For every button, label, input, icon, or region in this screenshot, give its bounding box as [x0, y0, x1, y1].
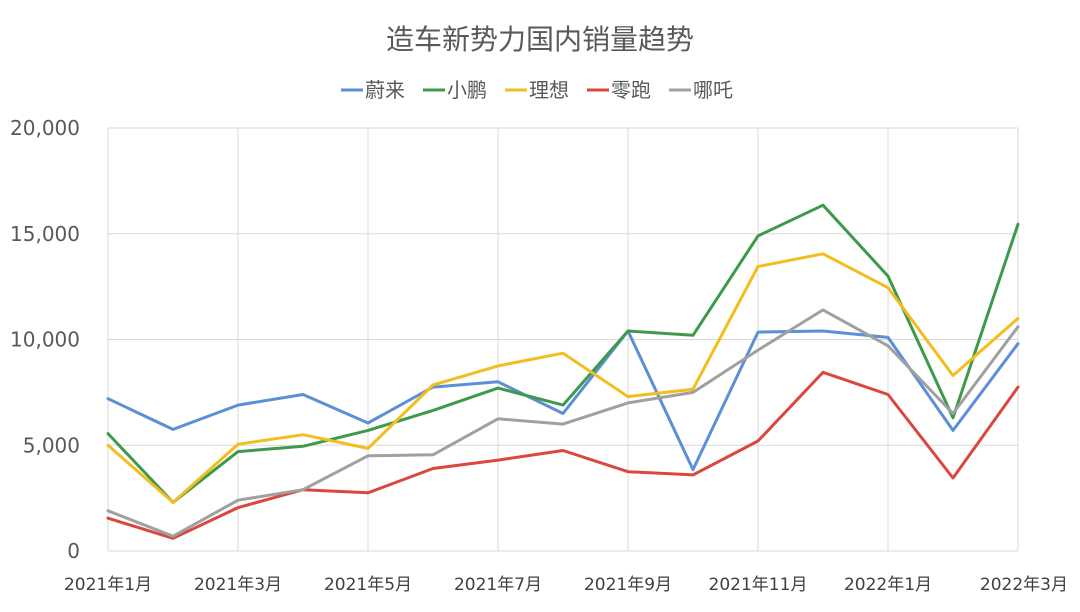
- y-tick-label: 10,000: [10, 328, 80, 352]
- x-tick-label: 2022年1月: [844, 575, 932, 595]
- legend-label: 小鹏: [447, 78, 487, 102]
- chart-title: 造车新势力国内销量趋势: [386, 23, 694, 56]
- x-tick-label: 2021年11月: [709, 575, 808, 595]
- x-axis: 2021年1月 2021年3月 2021年5月 2021年7月 2021年9月 2021年…: [64, 575, 1068, 595]
- legend-label: 理想: [529, 78, 569, 102]
- y-tick-label: 15,000: [10, 222, 80, 246]
- y-tick-label: 0: [67, 539, 80, 563]
- x-tick-label: 2021年9月: [584, 575, 672, 595]
- x-tick-label: 2021年7月: [454, 575, 542, 595]
- gridlines: [107, 127, 1019, 552]
- series-line-2: [106, 252, 1020, 504]
- legend: 蔚来 小鹏 理想 零跑 哪吒: [341, 78, 733, 102]
- x-tick-label: 2021年1月: [64, 575, 152, 595]
- series-line-1: [106, 203, 1020, 504]
- series-group: [106, 203, 1020, 540]
- legend-label: 蔚来: [365, 78, 405, 102]
- y-axis: 0 5,000 10,000 15,000 20,000: [10, 116, 80, 563]
- legend-label: 哪吒: [693, 78, 733, 102]
- series-line-4: [106, 308, 1020, 538]
- y-tick-label: 5,000: [23, 433, 80, 457]
- y-tick-label: 20,000: [10, 116, 80, 140]
- x-tick-label: 2021年5月: [324, 575, 412, 595]
- x-tick-label: 2022年3月: [980, 575, 1068, 595]
- legend-label: 零跑: [611, 78, 651, 102]
- series-line-3: [106, 370, 1020, 540]
- x-tick-label: 2021年3月: [194, 575, 282, 595]
